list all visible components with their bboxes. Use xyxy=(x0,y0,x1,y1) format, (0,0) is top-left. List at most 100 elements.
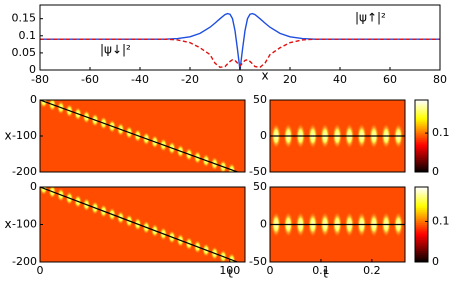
colorbar-step xyxy=(415,163,428,166)
colorbar-step xyxy=(415,121,428,124)
y-tick-label: 0.1 xyxy=(19,29,37,42)
plot-area xyxy=(40,100,245,172)
colorbar-tick-label: 0 xyxy=(432,165,439,178)
y-tick-label: 0 xyxy=(260,218,267,231)
x-axis-label: t xyxy=(228,267,233,281)
colorbar-step xyxy=(415,256,428,259)
colorbar-step xyxy=(415,130,428,133)
colorbar-step xyxy=(415,235,428,239)
colorbar-step xyxy=(415,211,428,214)
colorbar-step xyxy=(415,194,428,197)
colorbar-step xyxy=(415,148,428,151)
colorbar-step xyxy=(415,228,428,231)
x-tick-label: 40 xyxy=(333,73,347,86)
colorbar-tick-label: 0 xyxy=(432,255,439,268)
colorbar-step xyxy=(415,154,428,157)
y-axis-label: x xyxy=(4,217,11,231)
plot-area xyxy=(270,100,405,172)
y-tick-label: 50 xyxy=(253,180,267,193)
colorbar-step xyxy=(415,161,428,164)
colorbar-step xyxy=(415,152,428,155)
colorbar-step xyxy=(415,112,428,115)
colorbar-step xyxy=(415,198,428,201)
colorbar-step xyxy=(415,105,428,108)
y-tick-label: 0 xyxy=(260,129,267,142)
annotation: |ψ↓|² xyxy=(100,43,131,57)
y-tick-label: 0 xyxy=(30,180,37,193)
y-tick-label: -50 xyxy=(249,255,267,268)
peak xyxy=(48,100,57,112)
colorbar-step xyxy=(415,137,428,141)
plot-area xyxy=(270,187,405,262)
colorbar-step xyxy=(415,150,428,153)
colorbar-step xyxy=(415,247,428,250)
colorbar-step xyxy=(415,157,428,160)
colorbar-step xyxy=(415,209,428,212)
colorbar-frame xyxy=(414,99,429,173)
trajectory xyxy=(40,187,238,262)
colorbar-step xyxy=(415,103,428,106)
y-tick-label: -200 xyxy=(12,165,37,178)
x-axis-label: x xyxy=(261,69,268,83)
x-tick-label: 0 xyxy=(37,264,44,277)
colorbar-step xyxy=(415,101,428,105)
x-tick-label: 100 xyxy=(219,264,240,277)
y-tick-label: -100 xyxy=(12,129,37,142)
colorbar-step xyxy=(415,187,428,190)
colorbar-tick-label: 0.1 xyxy=(432,126,450,139)
x-tick-label: 0.1 xyxy=(312,264,330,277)
x-tick-label: -80 xyxy=(31,73,49,86)
colorbar-step xyxy=(415,226,428,229)
colorbar-step xyxy=(415,250,428,254)
colorbar-step xyxy=(415,123,428,126)
colorbar-step xyxy=(415,110,428,114)
colorbar-step xyxy=(415,200,428,203)
colorbar-step xyxy=(415,230,428,233)
colorbar-step xyxy=(415,217,428,220)
y-tick-label: -200 xyxy=(12,255,37,268)
colorbar-step xyxy=(415,107,428,110)
colorbar-step xyxy=(415,202,428,205)
x-axis-label: t xyxy=(323,267,328,281)
colorbar-step xyxy=(415,218,428,222)
colorbar-step xyxy=(415,196,428,199)
colorbar-step xyxy=(415,170,428,173)
colorbar-step xyxy=(415,119,428,123)
colorbar-step xyxy=(415,245,428,248)
y-axis-label: x xyxy=(4,129,11,143)
colorbar-step xyxy=(415,145,428,148)
colorbar-step xyxy=(415,241,428,244)
colorbar-step xyxy=(415,239,428,242)
colorbar-step xyxy=(415,258,428,261)
colorbar-step xyxy=(415,128,428,132)
colorbar-step xyxy=(415,141,428,144)
colorbar-step xyxy=(415,232,428,235)
y-tick-label: 0.05 xyxy=(12,46,37,59)
colorbar-step xyxy=(415,203,428,207)
colorbar-step xyxy=(415,215,428,218)
colorbar-step xyxy=(415,207,428,210)
x-tick-label: -60 xyxy=(81,73,99,86)
colorbar-step xyxy=(415,188,428,192)
colorbar-step xyxy=(415,252,428,255)
colorbar-step xyxy=(415,100,428,103)
annotation: |ψ↑|² xyxy=(355,11,386,25)
y-tick-label: -50 xyxy=(249,165,267,178)
colorbar-step xyxy=(415,205,428,209)
colorbar-step xyxy=(415,222,428,225)
colorbar-step xyxy=(415,243,428,246)
x-tick-label: 0.2 xyxy=(363,264,381,277)
x-tick-label: 0 xyxy=(237,73,244,86)
x-tick-label: -40 xyxy=(131,73,149,86)
y-tick-label: 50 xyxy=(253,93,267,106)
plot-area xyxy=(40,187,245,262)
colorbar-step xyxy=(415,192,428,195)
colorbar-step xyxy=(415,146,428,150)
peak xyxy=(219,159,228,172)
colorbar-step xyxy=(415,159,428,162)
colorbar-step xyxy=(415,114,428,117)
y-tick-label: 0 xyxy=(30,93,37,106)
x-tick-label: 0 xyxy=(267,264,274,277)
colorbar-frame xyxy=(414,186,429,263)
